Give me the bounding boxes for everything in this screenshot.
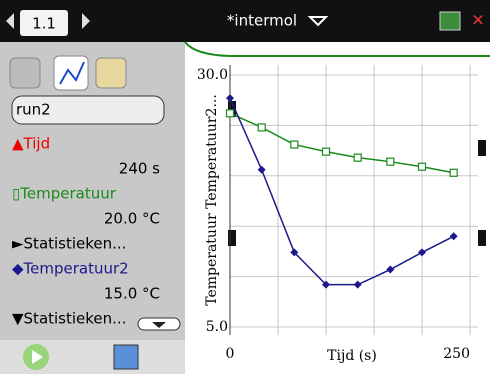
point (387, 158, 394, 165)
run-name: run2 (16, 101, 51, 119)
panel-item: ▼Statistieken... (12, 310, 126, 328)
document-title: *intermol (227, 12, 297, 30)
left-bracket (228, 230, 236, 246)
point (450, 169, 457, 176)
screen: 1.1 *intermol ✕ run2 ▲Tijd 240 s▯Temperat… (0, 0, 490, 374)
battery (440, 12, 460, 30)
x-tick-label: 0 (226, 346, 235, 362)
store-button[interactable] (114, 345, 138, 369)
close[interactable]: ✕ (471, 11, 484, 30)
panel-item: 20.0 °C (104, 210, 160, 228)
point (227, 110, 234, 117)
tab-table[interactable] (96, 58, 126, 88)
y-tick-label: 5.0 (206, 319, 228, 335)
tab-label: 1.1 (32, 15, 56, 33)
point (258, 124, 265, 131)
right-bracket (478, 230, 486, 246)
point (323, 148, 330, 155)
panel-item: ►Statistieken... (12, 235, 126, 253)
point (354, 154, 361, 161)
right-bracket (478, 140, 486, 156)
x-tick-label: 250 (443, 346, 470, 362)
panel-item: ▲Tijd (12, 135, 50, 153)
panel-item: ▯Temperatuur (12, 185, 117, 203)
x-axis-label: Tijd (s) (327, 348, 377, 364)
panel-item: 240 s (119, 160, 160, 178)
point (291, 141, 298, 148)
tab-meter[interactable] (10, 58, 40, 88)
y-tick-label: 30.0 (197, 67, 228, 83)
y-axis-label: Temperatuur Temperatuur2... (204, 94, 220, 306)
panel-item: ◆Temperatuur2 (12, 260, 129, 278)
panel-item: 15.0 °C (104, 285, 160, 303)
point (419, 163, 426, 170)
